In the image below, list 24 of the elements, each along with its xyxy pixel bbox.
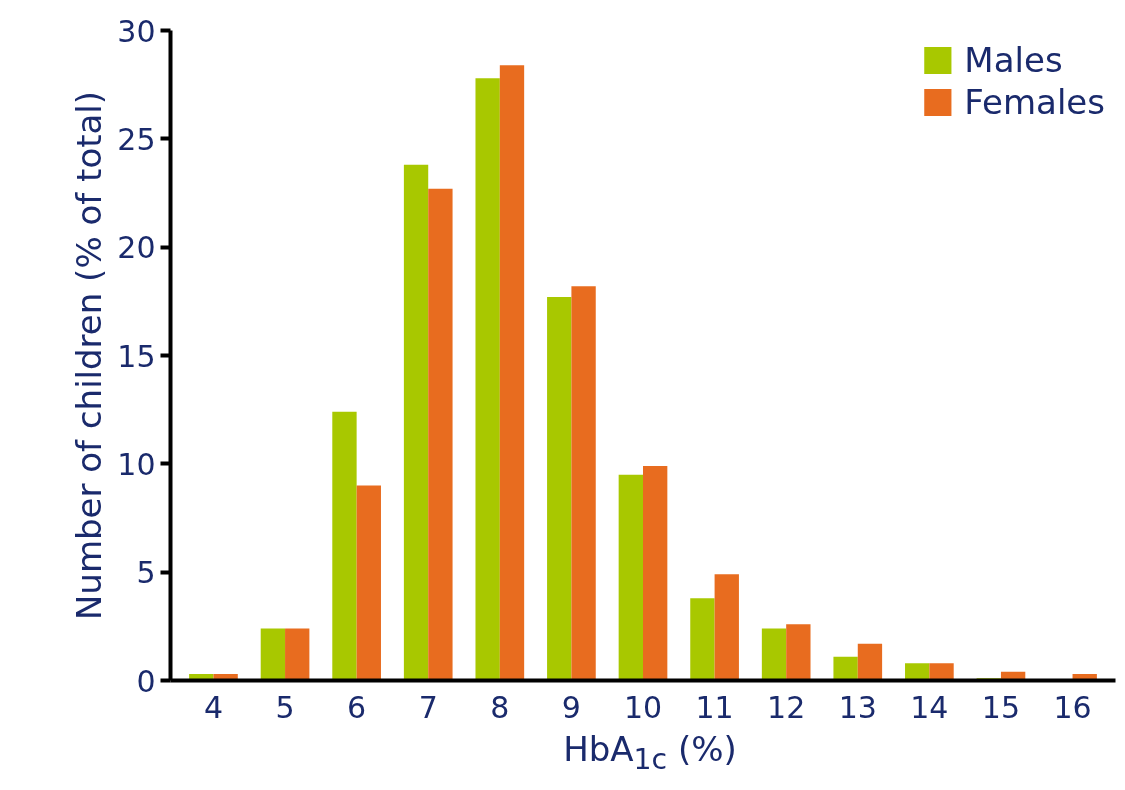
y-tick-label: 15 <box>117 338 156 374</box>
y-tick-label: 0 <box>136 663 156 699</box>
y-axis-title: Number of children (% of total) <box>69 90 110 621</box>
x-tick-label: 9 <box>561 689 581 725</box>
x-tick-label: 12 <box>767 689 806 725</box>
x-tick-label: 8 <box>490 689 510 725</box>
x-tick-label: 7 <box>418 689 438 725</box>
y-tick-label: 25 <box>117 121 156 157</box>
x-axis-title: HbA$_{1c}$ (%) <box>563 728 737 778</box>
y-tick-label: 20 <box>117 230 156 266</box>
legend-label: Males <box>964 40 1063 80</box>
x-tick-label: 13 <box>838 689 877 725</box>
legend-label: Females <box>964 82 1105 122</box>
x-tick-label: 16 <box>1053 689 1092 725</box>
y-tick-label: 30 <box>117 13 156 49</box>
x-tick-label: 14 <box>910 689 949 725</box>
x-tick-label: 4 <box>203 689 223 725</box>
y-tick-label: 10 <box>117 446 156 482</box>
x-tick-label: 15 <box>981 689 1021 725</box>
x-tick-label: 6 <box>347 689 367 725</box>
x-tick-label: 10 <box>623 689 663 725</box>
y-tick-label: 5 <box>136 555 156 591</box>
x-tick-label: 5 <box>275 689 295 725</box>
x-tick-label: 11 <box>695 689 734 725</box>
